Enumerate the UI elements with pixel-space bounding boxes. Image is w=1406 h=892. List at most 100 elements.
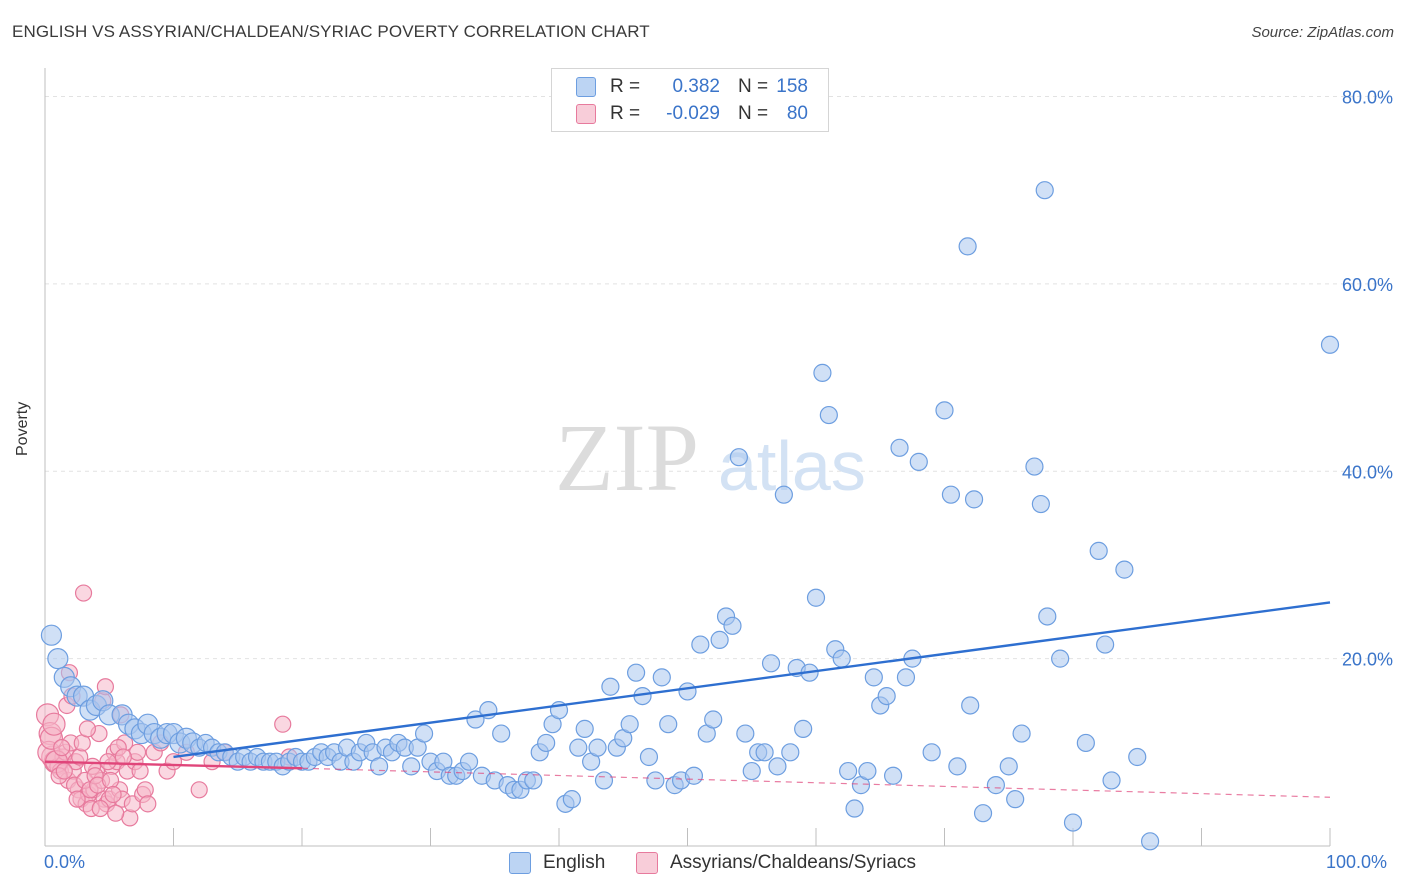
legend-r-label: R =: [610, 103, 641, 124]
english-point: [594, 771, 614, 790]
watermark-zip: ZIP: [555, 404, 699, 511]
y-tick-label: 40.0%: [1342, 462, 1393, 482]
legend-swatch-assyrian: [576, 104, 596, 124]
y-tick-labels: 20.0% 40.0% 60.0% 80.0%: [1342, 88, 1393, 670]
english-point: [1063, 813, 1083, 832]
y-tick-label: 20.0%: [1342, 650, 1393, 670]
english-point: [601, 677, 620, 696]
assyrian-trendline: [44, 760, 303, 770]
assyrian-point: [139, 795, 157, 813]
series-legend-assyrian[interactable]: Assyrians/Chaldeans/Syriacs: [636, 852, 916, 874]
english-point: [890, 438, 909, 457]
assyrian-point: [99, 753, 117, 771]
english-point: [537, 733, 556, 753]
english-point: [964, 490, 984, 509]
legend-row-english: R = 0.382 N = 158: [576, 75, 808, 99]
english-point: [1012, 724, 1031, 743]
english-point: [761, 654, 781, 673]
trend-lines: [44, 601, 1331, 798]
series-label-assyrian: Assyrians/Chaldeans/Syriacs: [670, 852, 917, 873]
english-point: [652, 668, 671, 687]
x-tick-label-max: 100.0%: [1326, 852, 1388, 872]
english-point: [414, 724, 434, 743]
assyrian-point: [78, 720, 97, 738]
english-point: [40, 624, 63, 646]
legend-r-value: 0.382: [672, 76, 720, 97]
english-point: [768, 757, 787, 776]
legend-swatch-english: [576, 77, 596, 97]
english-point: [47, 648, 69, 670]
assyrian-point: [190, 781, 208, 799]
english-point: [742, 761, 761, 781]
english-point: [575, 719, 594, 738]
series-legend-english[interactable]: English: [509, 852, 605, 874]
english-point: [723, 616, 742, 635]
assyrian-point: [101, 771, 120, 790]
english-point: [684, 766, 704, 785]
english-point: [1038, 607, 1057, 626]
assyrian-point: [53, 739, 71, 757]
english-point: [678, 682, 697, 701]
english-point: [948, 757, 967, 776]
english-point: [626, 663, 646, 682]
x-tick-label-min: 0.0%: [44, 852, 86, 872]
english-point: [819, 405, 838, 425]
assyrian-point: [107, 804, 125, 822]
english-point: [729, 448, 749, 467]
english-point: [1051, 649, 1070, 668]
english-point: [691, 635, 710, 654]
english-point: [1006, 790, 1025, 809]
english-point: [1089, 541, 1108, 560]
english-point: [896, 668, 916, 687]
english-point: [986, 776, 1006, 795]
english-point: [1025, 457, 1044, 476]
english-point: [922, 743, 941, 762]
english-point: [1320, 335, 1340, 354]
assyrian-point: [91, 799, 109, 818]
english-point: [813, 363, 832, 382]
legend-r-label: R =: [610, 76, 641, 97]
english-point: [755, 743, 774, 762]
english-point: [832, 649, 851, 668]
y-tick-label: 80.0%: [1342, 88, 1393, 108]
legend-n-label: N =: [738, 103, 769, 124]
english-point: [806, 588, 826, 607]
english-point: [736, 724, 755, 743]
watermark: ZIP atlas: [555, 404, 866, 511]
english-point: [1096, 635, 1115, 654]
english-point: [1115, 560, 1134, 579]
series-swatch-assyrian: [636, 852, 658, 874]
chart-title: ENGLISH VS ASSYRIAN/CHALDEAN/SYRIAC POVE…: [12, 22, 650, 41]
assyrian-point: [68, 790, 86, 808]
english-trendline: [173, 601, 1331, 759]
english-point: [620, 715, 639, 734]
assyrian-point: [55, 762, 73, 780]
english-point: [1140, 832, 1160, 851]
english-point: [562, 790, 581, 809]
grid-lines: [45, 96, 1392, 660]
english-point: [710, 630, 729, 649]
english-point: [858, 761, 877, 781]
english-point: [781, 743, 800, 762]
english-point: [845, 799, 864, 818]
assyrian-point: [114, 748, 132, 766]
english-point: [973, 804, 993, 823]
assyrian-point: [136, 781, 154, 799]
english-point: [588, 738, 607, 757]
english-point: [659, 715, 678, 734]
english-point: [935, 401, 954, 420]
english-point: [877, 686, 896, 706]
series-swatch-english: [509, 852, 531, 874]
series-legend: English Assyrians/Chaldeans/Syriacs: [0, 852, 1406, 878]
series-label-english: English: [543, 852, 606, 873]
legend-row-assyrian: R = -0.029 N = 80: [576, 102, 808, 126]
assyrian-point: [42, 712, 66, 736]
assyrian-point: [274, 715, 292, 733]
english-point: [569, 738, 588, 757]
english-point: [402, 757, 421, 776]
legend-n-value: 80: [786, 103, 808, 124]
y-tick-label: 60.0%: [1342, 275, 1393, 295]
english-point: [1035, 181, 1054, 200]
english-point: [794, 719, 813, 738]
